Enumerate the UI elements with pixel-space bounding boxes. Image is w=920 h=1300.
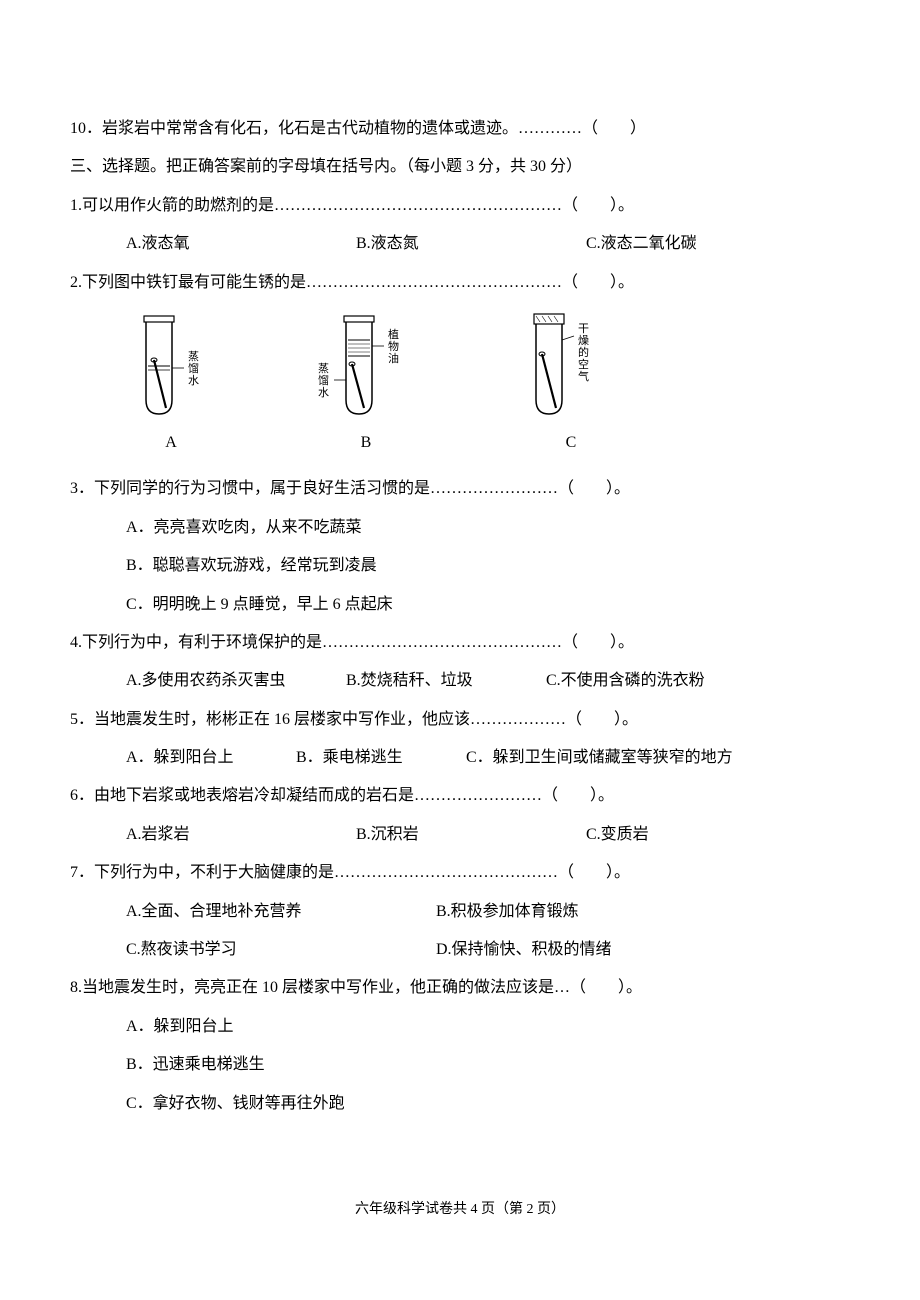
diagram-a-label-1: 蒸 (188, 350, 199, 363)
mc7-option-b: B.积极参加体育锻炼 (436, 893, 579, 931)
mc8-option-c: C．拿好衣物、钱财等再往外跑 (70, 1085, 850, 1123)
diagram-a: 蒸 馏 水 A (126, 310, 216, 462)
mc4-option-c: C.不使用含磷的洗衣粉 (546, 662, 705, 700)
mc3-option-b: B．聪聪喜欢玩游戏，经常玩到凌晨 (70, 547, 850, 585)
mc4-options-row: A.多使用农药杀灭害虫 B.焚烧秸秆、垃圾 C.不使用含磷的洗衣粉 (70, 662, 850, 700)
diagram-b-right-1: 植 (388, 327, 399, 341)
diagram-b-left-1: 蒸 (318, 362, 329, 375)
diagram-a-label-3: 水 (188, 374, 199, 387)
test-tube-a-icon: 蒸 馏 水 (126, 310, 216, 420)
section-3-title: 三、选择题。把正确答案前的字母填在括号内。（每小题 3 分，共 30 分） (70, 148, 850, 186)
mc4-option-a: A.多使用农药杀灭害虫 (126, 662, 346, 700)
diagram-c-l5: 气 (578, 369, 589, 383)
mc8-stem: 8.当地震发生时，亮亮正在 10 层楼家中写作业，他正确的做法应该是…（ ）。 (70, 969, 850, 1007)
mc1-options-row: A.液态氧 B.液态氮 C.液态二氧化碳 (70, 225, 850, 263)
mc1-option-c: C.液态二氧化碳 (586, 225, 697, 263)
mc3-stem: 3．下列同学的行为习惯中，属于良好生活习惯的是……………………（ ）。 (70, 470, 850, 508)
diagram-a-label-2: 馏 (188, 361, 199, 375)
mc6-option-a: A.岩浆岩 (126, 816, 356, 854)
mc4-stem: 4.下列行为中，有利于环境保护的是………………………………………（ ）。 (70, 624, 850, 662)
mc5-option-c: C．躲到卫生间或储藏室等狭窄的地方 (466, 739, 733, 777)
mc8-option-a: A．躲到阳台上 (70, 1008, 850, 1046)
test-tube-b-icon: 蒸 馏 水 植 物 油 (306, 310, 426, 420)
diagram-c-l3: 的 (578, 345, 589, 359)
mc5-option-b: B．乘电梯逃生 (296, 739, 466, 777)
mc2-stem: 2.下列图中铁钉最有可能生锈的是…………………………………………（ ）。 (70, 264, 850, 302)
mc7-option-c: C.熬夜读书学习 (126, 931, 436, 969)
diagram-b-letter: B (361, 424, 372, 462)
mc7-options-row-2: C.熬夜读书学习 D.保持愉快、积极的情绪 (70, 931, 850, 969)
mc1-option-b: B.液态氮 (356, 225, 586, 263)
q10-text: 10．岩浆岩中常常含有化石，化石是古代动植物的遗体或遗迹。…………（ ） (70, 110, 850, 148)
diagram-c-l2: 燥 (578, 334, 589, 347)
mc2-diagrams-row: 蒸 馏 水 A 蒸 馏 水 植 物 (70, 302, 850, 470)
mc1-stem: 1.可以用作火箭的助燃剂的是………………………………………………（ ）。 (70, 187, 850, 225)
mc6-stem: 6．由地下岩浆或地表熔岩冷却凝结而成的岩石是……………………（ ）。 (70, 777, 850, 815)
test-tube-c-icon: 干 燥 的 空 气 (516, 310, 626, 420)
diagram-c-l1: 干 (578, 323, 589, 335)
mc1-option-a: A.液态氧 (126, 225, 356, 263)
mc5-option-a: A．躲到阳台上 (126, 739, 296, 777)
diagram-b-right-2: 物 (388, 339, 399, 353)
diagram-c: 干 燥 的 空 气 C (516, 310, 626, 462)
diagram-c-letter: C (566, 424, 577, 462)
mc8-option-b: B．迅速乘电梯逃生 (70, 1046, 850, 1084)
diagram-b-left-3: 水 (318, 386, 329, 399)
mc7-option-a: A.全面、合理地补充营养 (126, 893, 436, 931)
mc7-stem: 7．下列行为中，不利于大脑健康的是……………………………………（ ）。 (70, 854, 850, 892)
mc6-option-b: B.沉积岩 (356, 816, 586, 854)
mc6-options-row: A.岩浆岩 B.沉积岩 C.变质岩 (70, 816, 850, 854)
diagram-b-left-2: 馏 (318, 373, 329, 387)
mc7-option-d: D.保持愉快、积极的情绪 (436, 931, 612, 969)
page-footer: 六年级科学试卷共 4 页（第 2 页） (0, 1199, 920, 1220)
mc5-options-row: A．躲到阳台上 B．乘电梯逃生 C．躲到卫生间或储藏室等狭窄的地方 (70, 739, 850, 777)
diagram-b-right-3: 油 (388, 351, 399, 365)
diagram-c-l4: 空 (578, 357, 589, 371)
diagram-a-letter: A (165, 424, 177, 462)
mc3-option-c: C．明明晚上 9 点睡觉，早上 6 点起床 (70, 586, 850, 624)
mc7-options-row-1: A.全面、合理地补充营养 B.积极参加体育锻炼 (70, 893, 850, 931)
mc3-option-a: A．亮亮喜欢吃肉，从来不吃蔬菜 (70, 509, 850, 547)
mc5-stem: 5．当地震发生时，彬彬正在 16 层楼家中写作业，他应该………………（ ）。 (70, 701, 850, 739)
mc6-option-c: C.变质岩 (586, 816, 649, 854)
mc4-option-b: B.焚烧秸秆、垃圾 (346, 662, 546, 700)
diagram-b: 蒸 馏 水 植 物 油 B (306, 310, 426, 462)
